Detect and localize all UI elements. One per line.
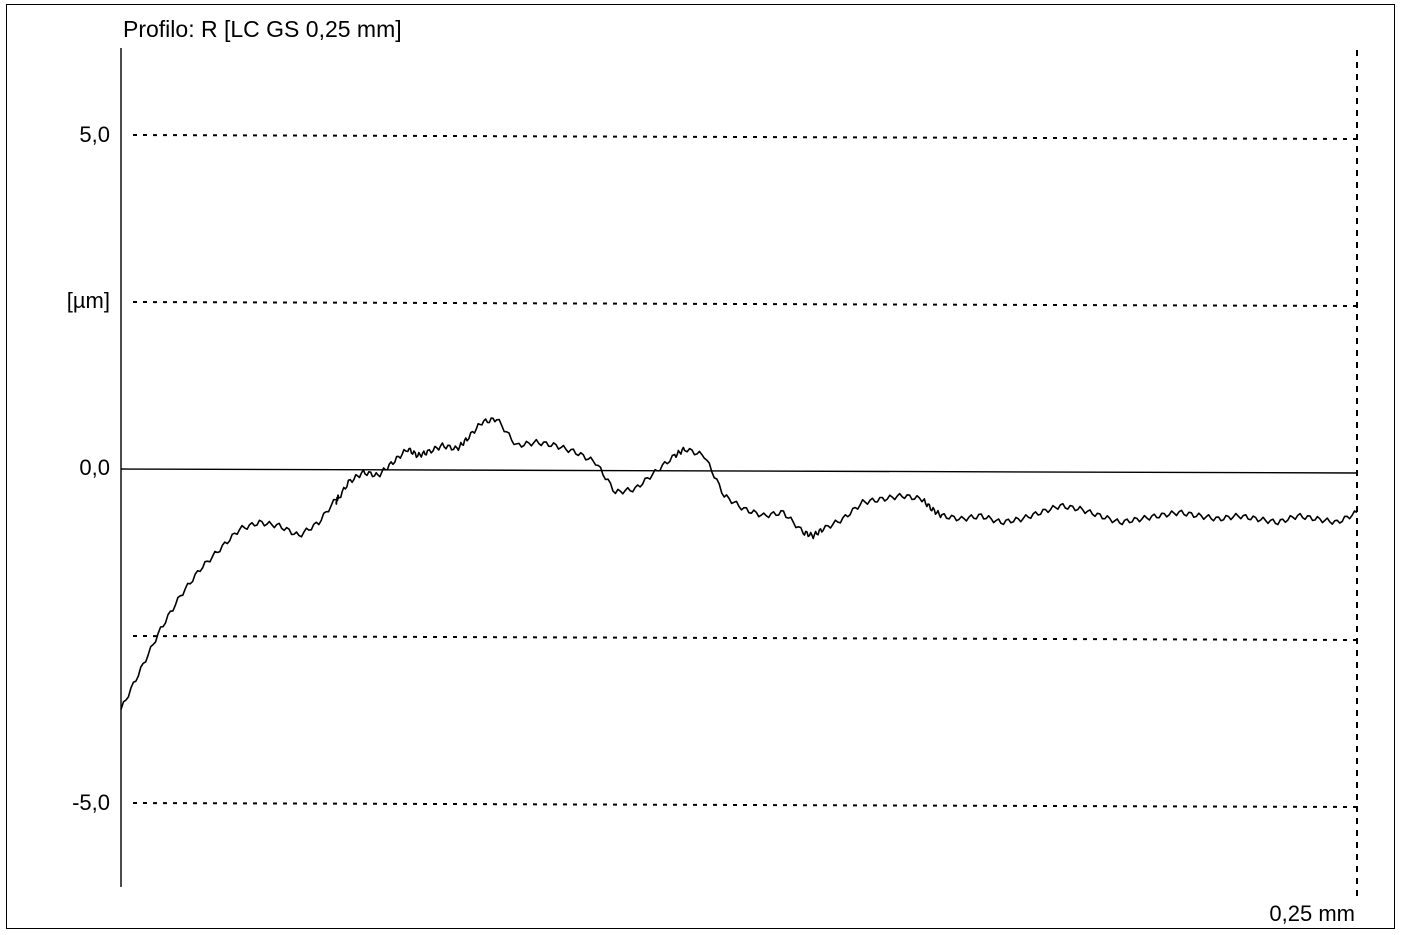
grid-line-4: [132, 802, 1358, 808]
y-tick-label-0: 0,0: [79, 455, 110, 480]
y-axis-label: [µm]: [66, 288, 110, 313]
grid-line-1: [132, 301, 1358, 307]
grid-line-3: [132, 635, 1358, 641]
chart-frame: [6, 4, 1395, 929]
chart-title: Profilo: R [LC GS 0,25 mm]: [123, 16, 402, 42]
x-end-label: 0,25 mm: [1269, 901, 1355, 926]
y-tick-label-minus5: -5,0: [72, 790, 110, 815]
grid-line-0: [132, 134, 1358, 140]
profile-series-line-0: [120, 417, 1358, 710]
zero-line: [120, 468, 1358, 474]
y-tick-label-5: 5,0: [79, 122, 110, 147]
